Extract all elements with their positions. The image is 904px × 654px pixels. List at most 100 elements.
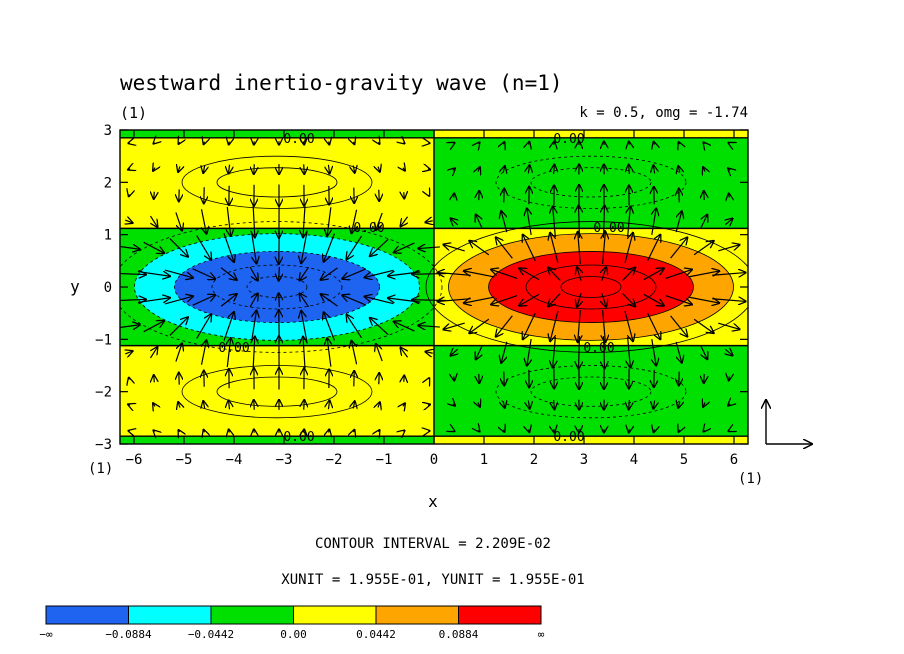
vector-arrow: [628, 206, 631, 237]
vector-arrow: [479, 191, 480, 201]
field-blob-negative: [174, 251, 380, 323]
vector-arrow: [137, 298, 170, 304]
vector-arrow: [654, 142, 655, 145]
vector-arrow: [503, 401, 505, 408]
vector-arrow: [129, 378, 130, 380]
x-tick-label: 4: [630, 452, 638, 468]
field-band: [434, 130, 748, 138]
contour-label: 0.00: [553, 430, 584, 445]
contour-labels: 0.00 0.00 0.00 0.00 0.00 0.00 0.00 0.00: [218, 132, 624, 445]
colorbar-label: −∞: [39, 628, 53, 641]
vector-arrow: [120, 299, 146, 300]
field-band: [434, 345, 748, 437]
chart-title: westward inertio-gravity wave (n=1): [120, 71, 563, 95]
vector-arrow: [404, 192, 405, 198]
x-axis: −6 −5 −4 −3 −2 −1 0 1 2 3 4 5 6: [126, 130, 738, 468]
vector-arrow: [529, 429, 530, 432]
vector-arrow: [670, 315, 688, 337]
y-tick-label: 1: [104, 228, 112, 244]
vector-arrow: [652, 339, 656, 366]
contour-line: [181, 365, 373, 419]
vector-arrow: [351, 209, 358, 234]
vector-arrow: [400, 216, 407, 227]
vector-arrow: [693, 318, 714, 333]
colorbar-label: −0.0442: [188, 628, 234, 641]
vector-arrow: [403, 168, 405, 171]
vector-arrow: [253, 205, 255, 238]
vector-arrow: [665, 295, 692, 305]
vector-arrow: [321, 294, 338, 307]
y-tick-label: −3: [95, 437, 112, 453]
vector-arrow: [476, 214, 483, 230]
vector-arrow: [178, 430, 179, 432]
vector-arrow: [150, 347, 157, 359]
vector-arrow: [324, 233, 335, 262]
vector-arrow: [129, 194, 130, 196]
vector-arrow: [178, 142, 179, 144]
vector-arrow: [718, 245, 739, 252]
x-tick-label: 1: [480, 452, 488, 468]
vector-arrow: [342, 268, 367, 279]
contour-line: [525, 264, 657, 310]
vector-arrow: [412, 274, 447, 275]
vector-arrow: [204, 142, 205, 145]
vector-arrow: [491, 295, 518, 305]
vector-arrow: [602, 292, 606, 307]
vector-arrow: [450, 218, 457, 225]
vector-arrow: [577, 292, 581, 307]
vector-arrow: [204, 430, 205, 433]
vector-arrow: [299, 293, 310, 308]
vector-arrow: [629, 429, 630, 432]
vector-arrow: [728, 168, 730, 170]
vector-arrow: [227, 338, 230, 368]
vector-arrow: [604, 205, 605, 238]
x-tick-label: −5: [176, 452, 193, 468]
colorbar: −∞ −0.0884 −0.0442 0.00 0.0442 0.0884 ∞: [39, 605, 545, 641]
vector-arrow: [728, 143, 729, 144]
vector-arrow: [254, 164, 255, 174]
x-tick-label: −3: [276, 452, 293, 468]
vector-arrow: [229, 429, 230, 432]
vector-arrow: [301, 311, 308, 343]
vector-arrow: [229, 141, 230, 144]
vector-arrow: [622, 267, 636, 281]
vector-arrow: [528, 165, 529, 174]
vector-arrow: [523, 312, 536, 340]
vector-arrow: [450, 349, 457, 356]
vector-arrow: [703, 167, 705, 171]
vector-arrow: [647, 312, 661, 339]
vector-arrow: [220, 294, 237, 307]
vector-arrow: [202, 340, 207, 365]
vector-arrow: [629, 141, 630, 144]
vector-arrow: [527, 338, 531, 366]
vector-arrow: [370, 238, 389, 256]
vector-arrow: [653, 165, 654, 174]
vector-arrow: [403, 403, 405, 406]
x-tick-label: 6: [730, 452, 738, 468]
vector-arrow: [469, 241, 490, 256]
y-tick-label: 3: [104, 123, 112, 139]
vector-arrow: [443, 322, 465, 329]
vector-arrow: [253, 336, 255, 369]
vector-arrow: [220, 267, 237, 280]
vector-arrow: [503, 142, 504, 144]
vector-arrow: [700, 345, 708, 359]
vector-arrow: [249, 266, 258, 281]
vector-arrow: [678, 401, 680, 408]
vector-arrow: [279, 293, 280, 308]
vector-arrow: [728, 431, 729, 432]
vector-arrow: [725, 349, 732, 355]
vector-arrow: [196, 235, 212, 260]
vector-arrow: [519, 268, 540, 281]
vector-arrow: [718, 322, 739, 329]
vector-arrow: [203, 165, 204, 173]
x-tick-label: 5: [680, 452, 688, 468]
vector-arrow: [602, 267, 606, 282]
vector-arrow: [378, 167, 380, 172]
vector-arrow: [418, 247, 440, 249]
vector-arrow: [624, 233, 633, 264]
vector-arrow: [688, 271, 720, 278]
x-tick-label: −2: [326, 452, 343, 468]
vector-arrow: [629, 399, 630, 410]
vector-arrow: [203, 401, 204, 409]
